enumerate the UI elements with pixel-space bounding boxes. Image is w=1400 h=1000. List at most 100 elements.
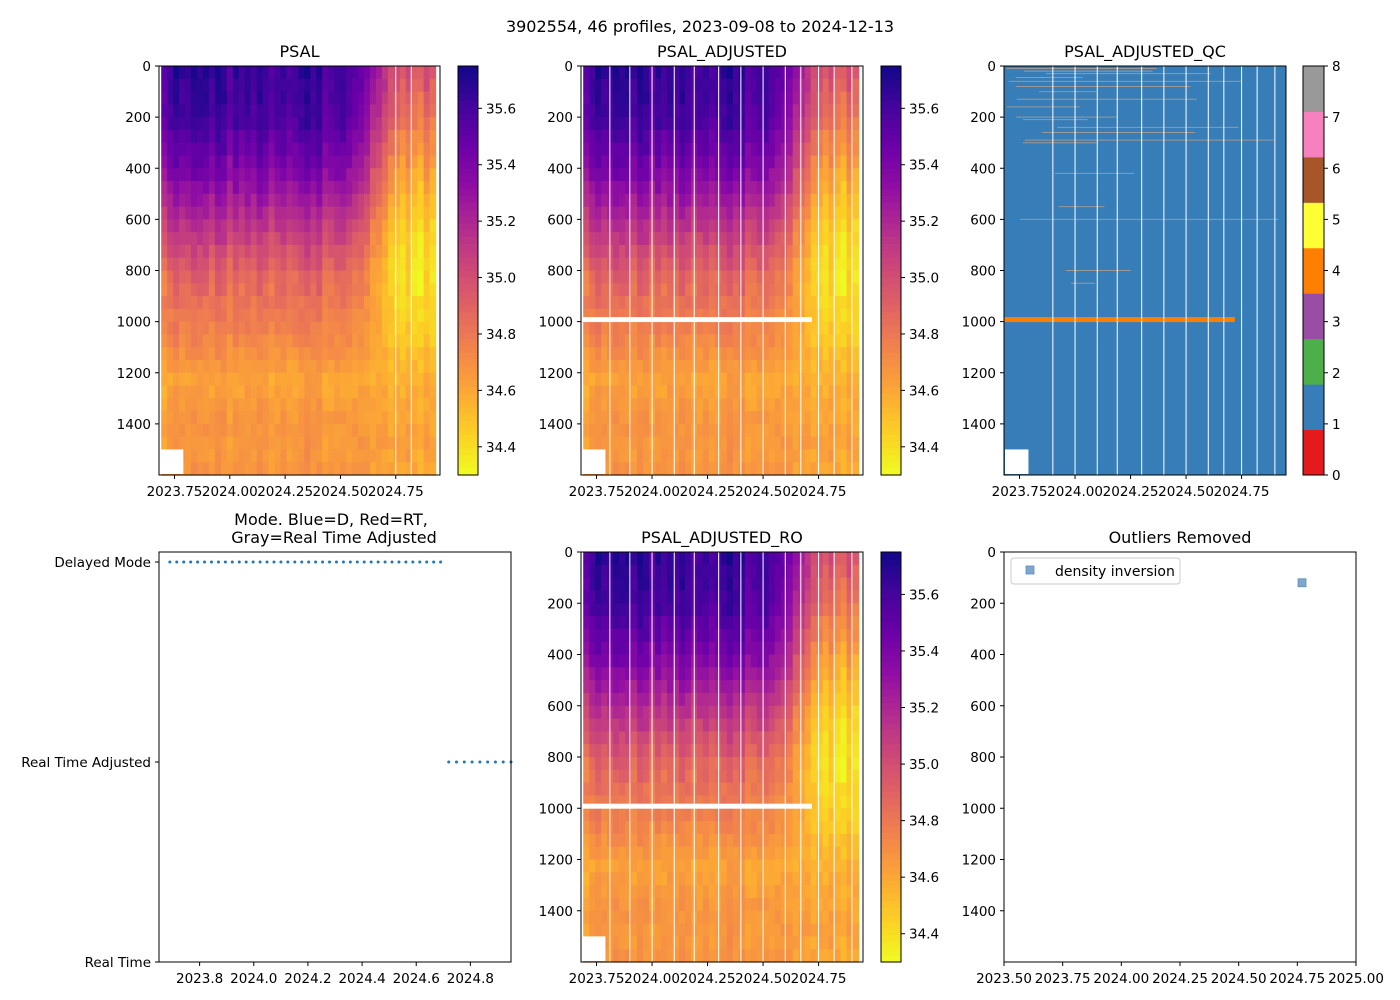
heat-cell bbox=[346, 347, 353, 361]
heat-cell bbox=[328, 359, 335, 374]
heat-cell bbox=[369, 462, 377, 476]
heat-cell bbox=[637, 603, 644, 617]
heat-cell bbox=[643, 155, 650, 169]
heat-cell bbox=[583, 385, 590, 399]
heat-cell bbox=[595, 846, 602, 861]
heat-cell bbox=[667, 462, 674, 476]
y-tick-label: 200 bbox=[547, 110, 573, 126]
heat-cell bbox=[684, 577, 692, 592]
heat-cell bbox=[268, 193, 276, 208]
heat-cell bbox=[607, 590, 614, 604]
heat-cell bbox=[232, 257, 240, 272]
heat-cell bbox=[828, 897, 836, 912]
heat-cell bbox=[822, 232, 830, 246]
heat-cell bbox=[316, 359, 323, 374]
heat-cell bbox=[774, 66, 782, 80]
colorbar-segment bbox=[458, 188, 478, 197]
heat-cell bbox=[411, 347, 419, 361]
heat-cell bbox=[268, 321, 276, 336]
heat-cell bbox=[828, 859, 836, 873]
heat-cell bbox=[601, 283, 608, 297]
heat-cell bbox=[238, 334, 246, 348]
heat-cell bbox=[792, 782, 800, 797]
heat-cell bbox=[696, 654, 704, 668]
heat-cell bbox=[185, 181, 192, 195]
heat-cell bbox=[262, 155, 270, 169]
heat-cell bbox=[667, 782, 674, 797]
heat-cell bbox=[744, 117, 752, 131]
heat-cell bbox=[393, 462, 401, 476]
heat-cell bbox=[762, 296, 770, 310]
heat-cell bbox=[726, 577, 734, 592]
heat-cell bbox=[840, 859, 848, 873]
heat-cell bbox=[411, 423, 419, 438]
heat-cell bbox=[810, 398, 818, 412]
heat-cell bbox=[625, 577, 632, 592]
heat-cell bbox=[798, 923, 806, 937]
heat-cell bbox=[369, 244, 377, 259]
heat-cell bbox=[250, 385, 258, 399]
heat-cell bbox=[637, 168, 644, 182]
heat-cell bbox=[405, 283, 413, 297]
heat-cell bbox=[364, 257, 371, 272]
heat-cell bbox=[595, 321, 602, 336]
heat-cell bbox=[744, 603, 752, 617]
heat-cell bbox=[429, 206, 437, 220]
heat-cell bbox=[822, 757, 830, 771]
heat-cell bbox=[828, 193, 836, 208]
heat-cell bbox=[589, 308, 596, 323]
heat-cell bbox=[840, 782, 848, 797]
heat-cell bbox=[334, 283, 341, 297]
heat-cell bbox=[334, 398, 341, 412]
heat-cell bbox=[732, 257, 740, 272]
heat-cell bbox=[774, 347, 782, 361]
heat-cell bbox=[429, 347, 437, 361]
heat-cell bbox=[840, 449, 848, 463]
heat-cell bbox=[726, 936, 734, 950]
heat-cell bbox=[429, 117, 437, 131]
heat-cell bbox=[828, 270, 836, 284]
colorbar-segment bbox=[881, 941, 901, 949]
heat-cell bbox=[720, 181, 728, 195]
heat-cell bbox=[798, 372, 806, 387]
mode-point bbox=[404, 560, 408, 564]
heat-cell bbox=[708, 155, 716, 169]
heat-cell bbox=[828, 552, 836, 566]
heat-cell bbox=[613, 757, 620, 771]
heat-cell bbox=[708, 206, 716, 220]
heat-cell bbox=[375, 321, 383, 336]
heat-cell bbox=[834, 923, 842, 937]
heat-cell bbox=[286, 257, 294, 272]
heat-cell bbox=[810, 667, 818, 681]
heat-cell bbox=[381, 436, 389, 451]
heat-cell bbox=[678, 577, 686, 592]
heat-cell bbox=[780, 423, 788, 438]
colorbar-tick-label: 35.2 bbox=[909, 214, 939, 230]
heat-cell bbox=[179, 423, 186, 438]
heat-cell bbox=[595, 628, 602, 643]
heat-cell bbox=[798, 193, 806, 208]
heat-cell bbox=[601, 219, 608, 233]
heat-cell bbox=[822, 654, 830, 668]
heat-cell bbox=[637, 949, 644, 963]
heat-cell bbox=[601, 910, 608, 925]
heat-cell bbox=[179, 181, 186, 195]
heat-cell bbox=[399, 270, 407, 284]
heat-cell bbox=[846, 334, 854, 348]
heat-cell bbox=[768, 462, 776, 476]
heat-cell bbox=[423, 91, 431, 105]
heat-cell bbox=[364, 168, 371, 182]
heat-cell bbox=[631, 897, 638, 912]
heat-cell bbox=[601, 897, 608, 912]
heat-cell bbox=[637, 757, 644, 771]
heat-cell bbox=[840, 347, 848, 361]
heat-cell bbox=[607, 372, 614, 387]
heat-cell bbox=[846, 117, 854, 131]
heat-cell bbox=[846, 705, 854, 720]
heat-cell bbox=[613, 181, 620, 195]
heat-cell bbox=[387, 334, 395, 348]
heat-cell bbox=[613, 296, 620, 310]
heat-cell bbox=[655, 757, 662, 771]
heat-cell bbox=[667, 283, 674, 297]
heat-cell bbox=[268, 66, 276, 80]
